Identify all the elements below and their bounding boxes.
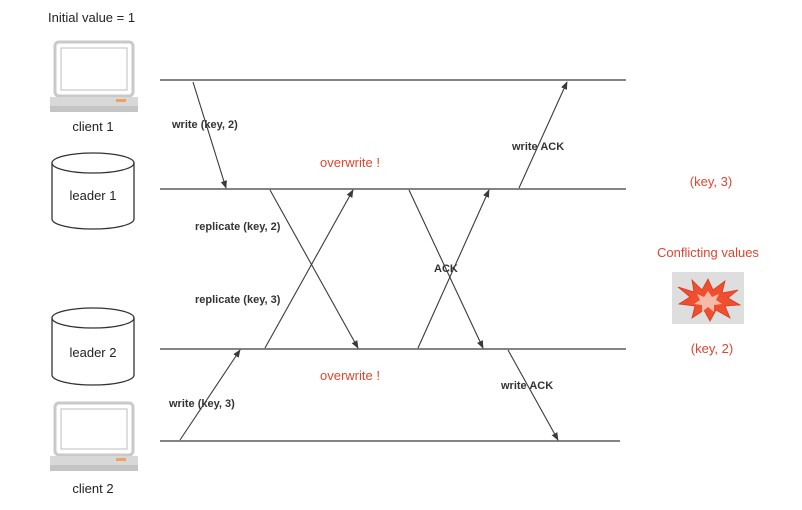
label-write-client1: write (key, 2) <box>171 119 238 131</box>
client-2-laptop-icon <box>50 401 138 471</box>
label-write-ack-bottom: write ACK <box>500 380 553 392</box>
overwrite-annotation-top: overwrite ! <box>320 155 380 170</box>
leader-1-database-icon <box>51 152 135 230</box>
client-2-label: client 2 <box>72 481 113 496</box>
label-ack-middle: ACK <box>434 263 458 275</box>
label-replicate-key2: replicate (key, 2) <box>195 221 281 233</box>
client-1-laptop-icon <box>50 40 138 112</box>
leader1-value-label: (key, 3) <box>690 174 732 189</box>
leader2-value-label: (key, 2) <box>691 341 733 356</box>
conflicting-values-label: Conflicting values <box>657 245 759 260</box>
arrow-write-client2-to-leader2 <box>179 349 241 441</box>
initial-value-label: Initial value = 1 <box>48 10 135 25</box>
overwrite-annotation-bottom: overwrite ! <box>320 368 380 383</box>
label-write-ack-top: write ACK <box>511 141 564 153</box>
client-1-label: client 1 <box>72 119 113 134</box>
leader-2-database-icon <box>51 307 135 386</box>
arrow-ack-leader1-to-leader2 <box>408 189 484 349</box>
arrow-write-ack-leader2-to-client2 <box>507 349 559 441</box>
arrow-replicate-key2-leader1-to-leader2 <box>269 189 359 349</box>
arrow-write-ack-leader1-to-client1 <box>518 81 568 189</box>
label-replicate-key3: replicate (key, 3) <box>195 294 281 306</box>
arrow-write-client1-to-leader1 <box>192 81 227 189</box>
leader-2-label: leader 2 <box>70 345 117 360</box>
label-write-client2: write (key, 3) <box>168 398 235 410</box>
arrow-replicate-key3-leader2-to-leader1 <box>264 189 354 349</box>
leader-1-label: leader 1 <box>70 188 117 203</box>
explosion-burst-icon <box>672 272 744 324</box>
arrow-ack-leader2-to-leader1 <box>417 189 490 349</box>
